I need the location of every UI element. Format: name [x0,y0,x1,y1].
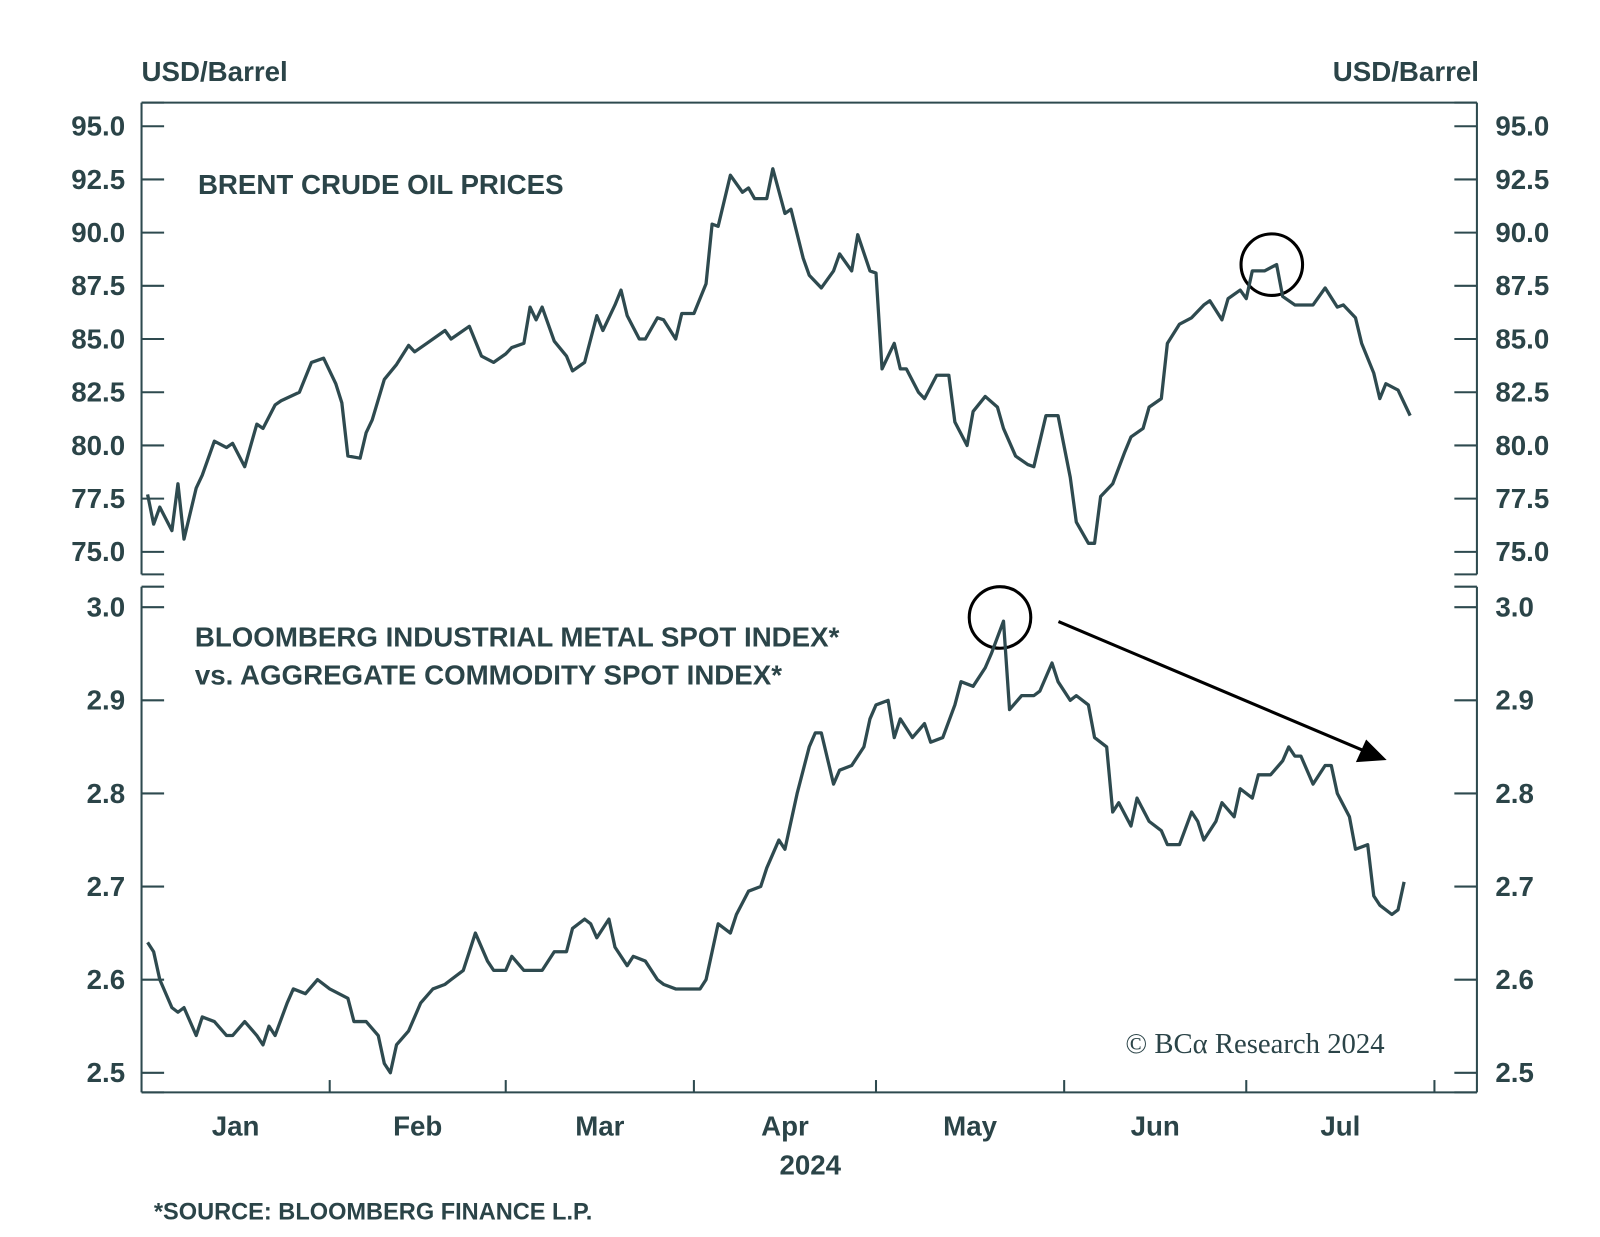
y-tick-label: 2.7 [87,871,126,902]
highlight-circle [1239,232,1305,297]
x-tick-label: Mar [575,1111,624,1142]
y-tick-label: 2.8 [1495,778,1534,809]
y-tick-label: 77.5 [1495,483,1549,514]
trend-arrow [1057,620,1365,753]
y-tick-label: 82.5 [1495,377,1549,408]
left-unit: USD/Barrel [142,56,288,87]
y-tick-label: 2.5 [1495,1057,1534,1088]
y-tick-label: 85.0 [1495,323,1549,354]
y-tick-label: 95.0 [71,111,125,142]
y-tick-label: 77.5 [71,483,125,514]
y-tick-label: 87.5 [1495,270,1549,301]
x-tick-label: Jan [212,1111,260,1142]
x-axis-label: 2024 [779,1150,841,1181]
footnote: *SOURCE: BLOOMBERG FINANCE L.P. [154,1199,592,1225]
y-tick-label: 95.0 [1495,111,1549,142]
highlight-circle [967,585,1033,650]
y-tick-label: 2.7 [1495,871,1534,902]
y-tick-label: 2.9 [1495,685,1534,716]
y-tick-label: 2.9 [87,685,126,716]
y-tick-label: 2.8 [87,778,126,809]
y-tick-label: 82.5 [71,377,125,408]
credit: © BCα Research 2024 [1125,1028,1384,1060]
y-tick-label: 92.5 [1495,164,1549,195]
y-tick-label: 85.0 [71,323,125,354]
x-tick-label: Feb [393,1111,442,1142]
right-unit: USD/Barrel [1333,56,1479,87]
y-tick-label: 75.0 [1495,536,1549,567]
y-tick-label: 90.0 [71,217,125,248]
series-line [145,167,1412,545]
y-tick-label: 3.0 [1495,592,1534,623]
x-tick-label: Jun [1131,1111,1180,1142]
y-tick-label: 2.6 [87,964,126,995]
x-tick-label: Apr [761,1111,809,1142]
y-tick-label: 75.0 [71,536,125,567]
series-line [146,619,1406,1075]
panel-title: BLOOMBERG INDUSTRIAL METAL SPOT INDEX* [195,621,840,652]
y-tick-label: 2.5 [87,1057,126,1088]
y-tick-label: 92.5 [71,164,125,195]
x-tick-label: Jul [1320,1111,1360,1142]
y-tick-label: 2.6 [1495,964,1534,995]
y-tick-label: 90.0 [1495,217,1549,248]
x-tick-label: May [943,1111,997,1142]
y-tick-label: 80.0 [71,430,125,461]
y-tick-label: 3.0 [87,592,126,623]
panel-title: BRENT CRUDE OIL PRICES [198,169,564,200]
y-tick-label: 80.0 [1495,430,1549,461]
y-tick-label: 87.5 [71,270,125,301]
panel-title: vs. AGGREGATE COMMODITY SPOT INDEX* [195,659,782,690]
